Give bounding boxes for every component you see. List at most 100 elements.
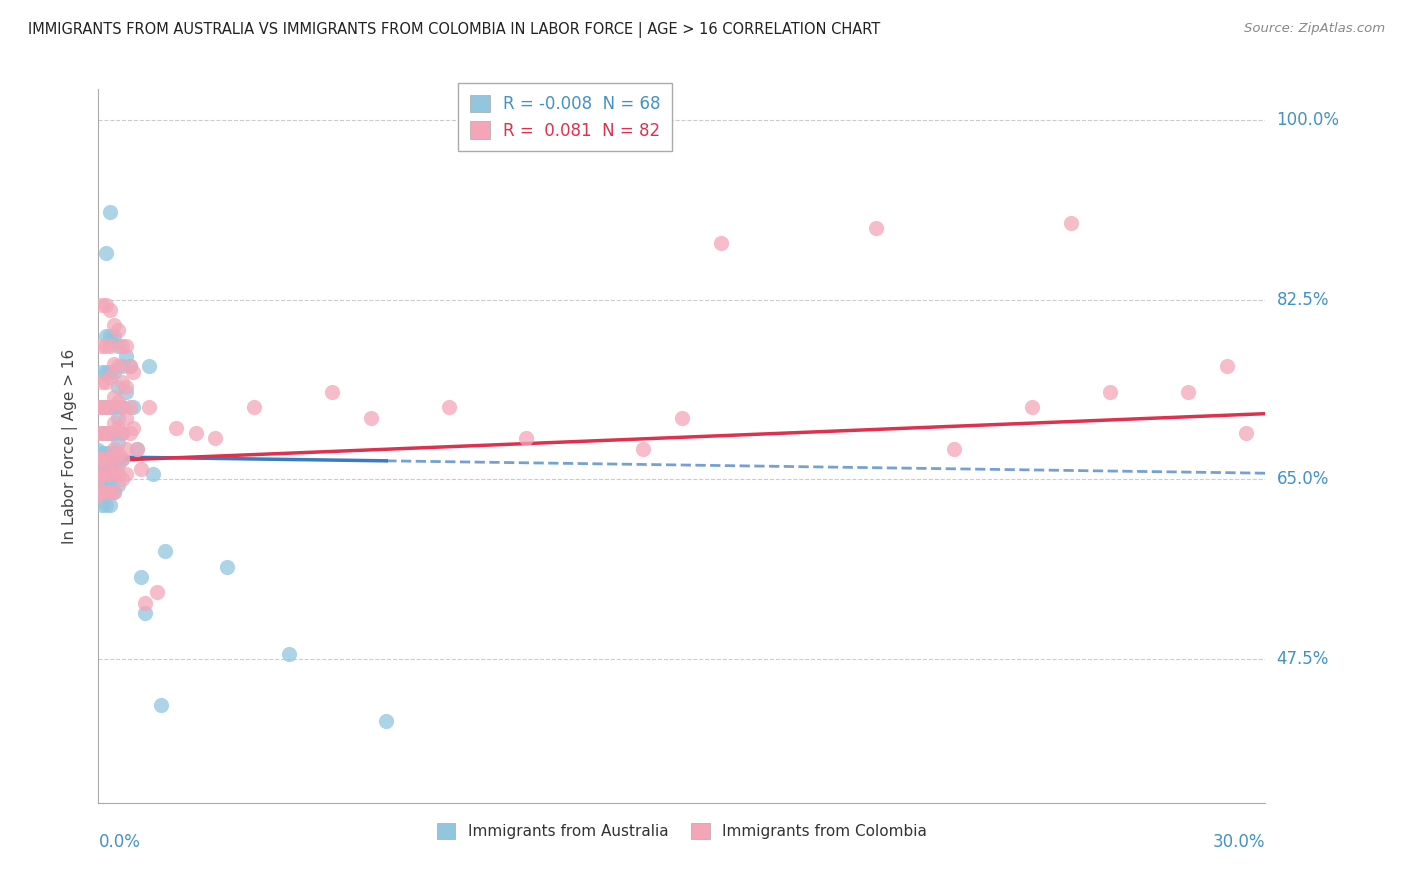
Point	[107, 477, 129, 491]
Point	[91, 451, 114, 466]
Point	[278, 647, 301, 661]
Point	[98, 426, 121, 441]
Point	[114, 467, 136, 482]
Point	[98, 498, 121, 512]
Point	[943, 442, 966, 456]
Point	[865, 220, 887, 235]
Point	[1021, 401, 1043, 415]
Point	[98, 484, 121, 499]
Point	[153, 544, 176, 558]
Point	[91, 426, 114, 441]
Point	[111, 472, 134, 486]
Point	[87, 442, 110, 457]
Point	[1234, 426, 1257, 441]
Point	[91, 339, 114, 353]
Point	[96, 298, 118, 312]
Point	[87, 467, 110, 482]
Point	[107, 421, 129, 435]
Point	[87, 401, 110, 415]
Point	[114, 349, 136, 363]
Point	[165, 421, 187, 435]
Point	[138, 359, 160, 374]
Point	[96, 401, 118, 415]
Point	[375, 714, 398, 728]
Text: Source: ZipAtlas.com: Source: ZipAtlas.com	[1244, 22, 1385, 36]
Point	[98, 457, 121, 471]
Point	[107, 467, 129, 482]
Point	[111, 359, 134, 374]
Point	[103, 401, 125, 415]
Point	[103, 365, 125, 379]
Point	[111, 426, 134, 441]
Point	[87, 451, 110, 466]
Text: IMMIGRANTS FROM AUSTRALIA VS IMMIGRANTS FROM COLOMBIA IN LABOR FORCE | AGE > 16 : IMMIGRANTS FROM AUSTRALIA VS IMMIGRANTS …	[28, 22, 880, 38]
Point	[360, 410, 382, 425]
Point	[111, 401, 134, 415]
Point	[96, 375, 118, 389]
Point	[91, 401, 114, 415]
Point	[114, 339, 136, 353]
Point	[111, 451, 134, 466]
Point	[96, 445, 118, 459]
Point	[96, 498, 118, 512]
Point	[91, 484, 114, 499]
Point	[111, 339, 134, 353]
Point	[98, 451, 121, 466]
Point	[184, 426, 207, 441]
Point	[98, 369, 121, 384]
Point	[118, 359, 141, 374]
Point	[103, 445, 125, 459]
Point	[107, 457, 129, 471]
Point	[103, 426, 125, 441]
Point	[111, 401, 134, 415]
Point	[96, 472, 118, 486]
Point	[98, 467, 121, 482]
Point	[96, 467, 118, 482]
Text: 30.0%: 30.0%	[1213, 833, 1265, 851]
Text: 82.5%: 82.5%	[1277, 291, 1329, 309]
Point	[91, 298, 114, 312]
Point	[98, 426, 121, 441]
Point	[98, 484, 121, 499]
Point	[96, 457, 118, 471]
Point	[98, 445, 121, 459]
Point	[103, 467, 125, 482]
Point	[91, 426, 114, 441]
Text: 100.0%: 100.0%	[1277, 111, 1340, 129]
Point	[107, 395, 129, 409]
Point	[122, 401, 145, 415]
Point	[103, 328, 125, 343]
Point	[96, 339, 118, 353]
Point	[103, 390, 125, 404]
Point	[87, 484, 110, 499]
Point	[321, 385, 343, 400]
Point	[107, 447, 129, 461]
Point	[1177, 385, 1199, 400]
Point	[98, 401, 121, 415]
Point	[87, 472, 110, 486]
Point	[96, 426, 118, 441]
Text: 65.0%: 65.0%	[1277, 470, 1329, 488]
Point	[204, 431, 226, 445]
Point	[91, 401, 114, 415]
Point	[98, 365, 121, 379]
Point	[91, 479, 114, 493]
Point	[98, 328, 121, 343]
Point	[149, 698, 172, 713]
Point	[1060, 216, 1083, 230]
Point	[98, 339, 121, 353]
Point	[91, 484, 114, 499]
Point	[118, 359, 141, 374]
Point	[122, 365, 145, 379]
Y-axis label: In Labor Force | Age > 16: In Labor Force | Age > 16	[62, 349, 77, 543]
Point	[111, 426, 134, 441]
Point	[127, 442, 149, 456]
Point	[103, 484, 125, 499]
Point	[134, 596, 156, 610]
Point	[107, 339, 129, 353]
Point	[96, 365, 118, 379]
Point	[111, 451, 134, 466]
Point	[87, 488, 110, 502]
Point	[114, 410, 136, 425]
Point	[91, 365, 114, 379]
